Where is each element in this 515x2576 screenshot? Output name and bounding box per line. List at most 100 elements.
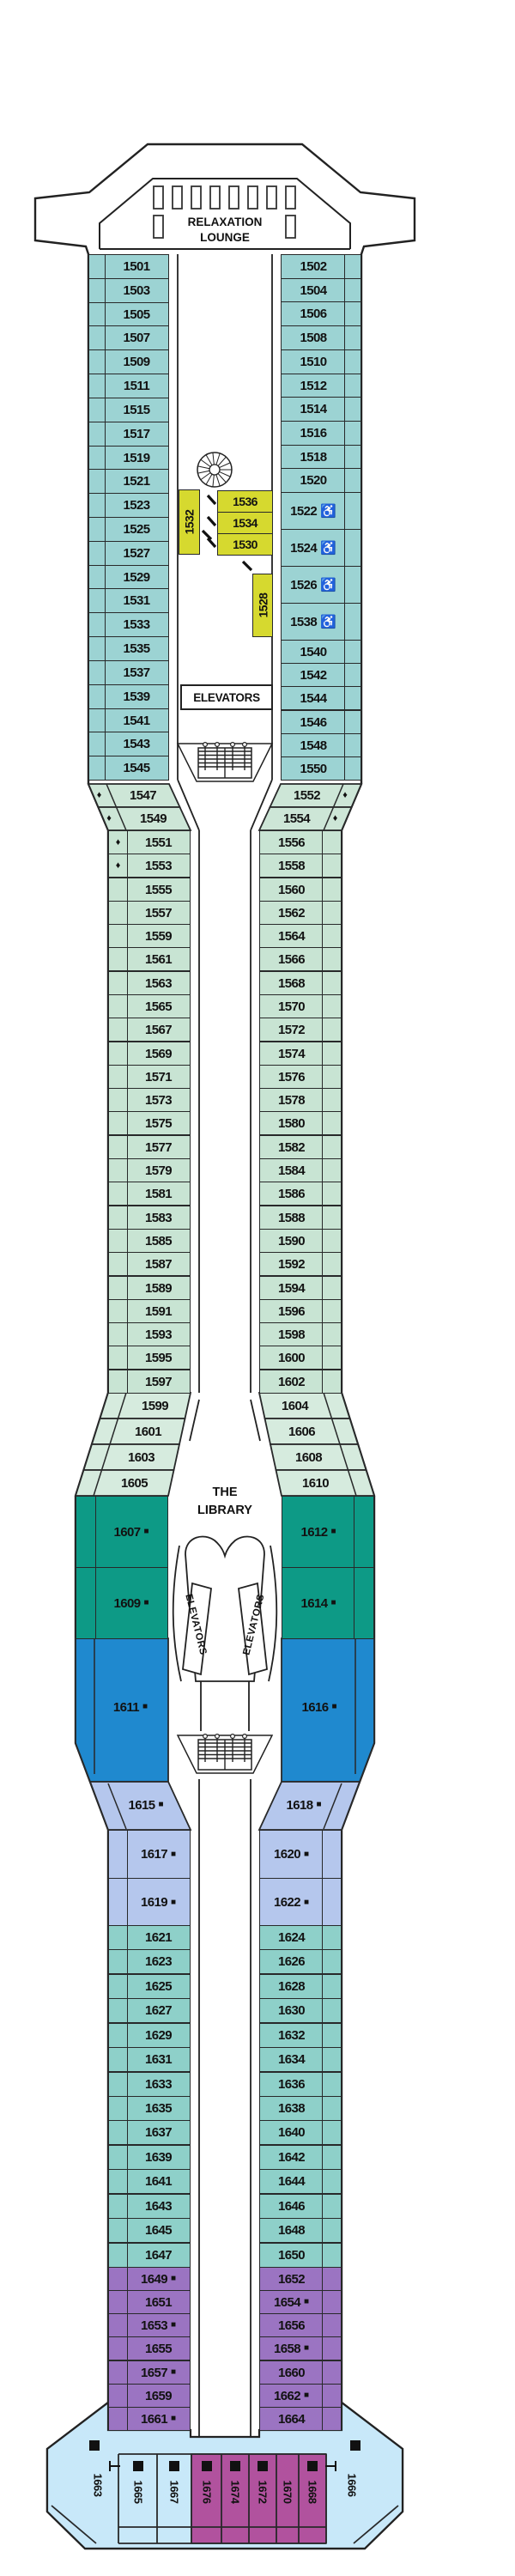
- cabin-1662[interactable]: 1662 ■: [259, 2384, 342, 2408]
- cabin-1606[interactable]: 1606: [288, 1424, 316, 1439]
- cabin-1559[interactable]: 1559: [108, 924, 191, 948]
- cabin-1621[interactable]: 1621: [108, 1925, 191, 1950]
- cabin-1586[interactable]: 1586: [259, 1182, 342, 1206]
- cabin-1561[interactable]: 1561: [108, 947, 191, 971]
- cabin-1615[interactable]: 1615 ■: [128, 1797, 164, 1813]
- cabin-1588[interactable]: 1588: [259, 1206, 342, 1230]
- cabin-1581[interactable]: 1581: [108, 1182, 191, 1206]
- cabin-1542[interactable]: 1542: [281, 663, 361, 687]
- cabin-1534[interactable]: 1534: [217, 512, 273, 534]
- cabin-1530[interactable]: 1530: [217, 533, 273, 556]
- cabin-1660[interactable]: 1660: [259, 2360, 342, 2385]
- cabin-1624[interactable]: 1624: [259, 1925, 342, 1950]
- cabin-1664[interactable]: 1664: [259, 2407, 342, 2431]
- cabin-1655[interactable]: 1655: [108, 2336, 191, 2360]
- cabin-1573[interactable]: 1573: [108, 1088, 191, 1112]
- cabin-1608[interactable]: 1608: [295, 1449, 323, 1465]
- cabin-1672[interactable]: 1672: [256, 2480, 270, 2504]
- cabin-1551[interactable]: 1551 ♦: [108, 830, 191, 854]
- cabin-1647[interactable]: 1647: [108, 2243, 191, 2268]
- cabin-1506[interactable]: 1506: [281, 301, 361, 326]
- cabin-1544[interactable]: 1544: [281, 686, 361, 710]
- cabin-1640[interactable]: 1640: [259, 2120, 342, 2145]
- cabin-1558[interactable]: 1558: [259, 854, 342, 878]
- cabin-1550[interactable]: 1550: [281, 756, 361, 781]
- cabin-1564[interactable]: 1564: [259, 924, 342, 948]
- cabin-1512[interactable]: 1512: [281, 374, 361, 398]
- cabin-1562[interactable]: 1562: [259, 901, 342, 925]
- cabin-1527[interactable]: 1527: [88, 541, 169, 566]
- cabin-1597[interactable]: 1597: [108, 1370, 191, 1394]
- cabin-1643[interactable]: 1643: [108, 2194, 191, 2219]
- cabin-1594[interactable]: 1594: [259, 1276, 342, 1300]
- cabin-shape-1549[interactable]: [97, 806, 192, 831]
- cabin-1596[interactable]: 1596: [259, 1299, 342, 1323]
- cabin-1567[interactable]: 1567: [108, 1018, 191, 1042]
- cabin-1555[interactable]: 1555: [108, 878, 191, 902]
- cabin-1535[interactable]: 1535: [88, 636, 169, 661]
- cabin-1501[interactable]: 1501: [88, 254, 169, 279]
- cabin-1578[interactable]: 1578: [259, 1088, 342, 1112]
- cabin-1543[interactable]: 1543: [88, 732, 169, 756]
- cabin-1577[interactable]: 1577: [108, 1135, 191, 1159]
- cabin-1595[interactable]: 1595: [108, 1346, 191, 1370]
- cabin-1541[interactable]: 1541: [88, 708, 169, 733]
- cabin-1560[interactable]: 1560: [259, 878, 342, 902]
- cabin-1514[interactable]: 1514: [281, 397, 361, 422]
- cabin-1539[interactable]: 1539: [88, 684, 169, 709]
- cabin-1634[interactable]: 1634: [259, 2047, 342, 2072]
- cabin-1641[interactable]: 1641: [108, 2169, 191, 2194]
- cabin-1568[interactable]: 1568: [259, 971, 342, 995]
- cabin-1658[interactable]: 1658 ■: [259, 2336, 342, 2360]
- cabin-1648[interactable]: 1648: [259, 2218, 342, 2243]
- cabin-1571[interactable]: 1571: [108, 1065, 191, 1089]
- cabin-1676[interactable]: 1676: [200, 2480, 213, 2504]
- cabin-1537[interactable]: 1537: [88, 660, 169, 685]
- cabin-1503[interactable]: 1503: [88, 278, 169, 303]
- cabin-1642[interactable]: 1642: [259, 2145, 342, 2170]
- cabin-1632[interactable]: 1632: [259, 2023, 342, 2048]
- cabin-1638[interactable]: 1638: [259, 2096, 342, 2121]
- cabin-1650[interactable]: 1650: [259, 2243, 342, 2268]
- cabin-1614[interactable]: 1614 ■: [282, 1567, 374, 1639]
- cabin-1609[interactable]: 1609 ■: [76, 1567, 168, 1639]
- cabin-1504[interactable]: 1504: [281, 278, 361, 303]
- cabin-1667[interactable]: 1667: [167, 2480, 181, 2504]
- cabin-1505[interactable]: 1505: [88, 302, 169, 327]
- cabin-1652[interactable]: 1652: [259, 2267, 342, 2291]
- cabin-1670[interactable]: 1670: [281, 2480, 294, 2504]
- cabin-1563[interactable]: 1563: [108, 971, 191, 995]
- cabin-1666[interactable]: 1666: [345, 2473, 359, 2497]
- cabin-1620[interactable]: 1620 ■: [259, 1830, 342, 1879]
- cabin-1654[interactable]: 1654 ■: [259, 2290, 342, 2314]
- cabin-1575[interactable]: 1575: [108, 1111, 191, 1135]
- cabin-1645[interactable]: 1645: [108, 2218, 191, 2243]
- cabin-1533[interactable]: 1533: [88, 612, 169, 637]
- cabin-1583[interactable]: 1583: [108, 1206, 191, 1230]
- cabin-1656[interactable]: 1656: [259, 2313, 342, 2337]
- cabin-1507[interactable]: 1507: [88, 325, 169, 350]
- cabin-1532[interactable]: 1532: [179, 489, 200, 555]
- cabin-1649[interactable]: 1649 ■: [108, 2267, 191, 2291]
- cabin-1653[interactable]: 1653 ■: [108, 2313, 191, 2337]
- cabin-shape-1618[interactable]: [258, 1781, 361, 1831]
- cabin-1636[interactable]: 1636: [259, 2072, 342, 2097]
- cabin-1556[interactable]: 1556: [259, 830, 342, 854]
- cabin-1637[interactable]: 1637: [108, 2120, 191, 2145]
- cabin-1611[interactable]: 1611 ■: [112, 1699, 148, 1715]
- cabin-1593[interactable]: 1593: [108, 1322, 191, 1346]
- cabin-1639[interactable]: 1639: [108, 2145, 191, 2170]
- cabin-1528[interactable]: 1528: [252, 574, 273, 637]
- cabin-1644[interactable]: 1644: [259, 2169, 342, 2194]
- cabin-1626[interactable]: 1626: [259, 1949, 342, 1974]
- cabin-1622[interactable]: 1622 ■: [259, 1878, 342, 1927]
- cabin-1531[interactable]: 1531: [88, 588, 169, 613]
- cabin-1557[interactable]: 1557: [108, 901, 191, 925]
- cabin-1547[interactable]: 1547: [130, 788, 157, 803]
- cabin-1616[interactable]: 1616 ■: [301, 1699, 337, 1715]
- cabin-1509[interactable]: 1509: [88, 349, 169, 374]
- cabin-1520[interactable]: 1520: [281, 468, 361, 493]
- cabin-1521[interactable]: 1521: [88, 469, 169, 494]
- cabin-1592[interactable]: 1592: [259, 1252, 342, 1276]
- cabin-1598[interactable]: 1598: [259, 1322, 342, 1346]
